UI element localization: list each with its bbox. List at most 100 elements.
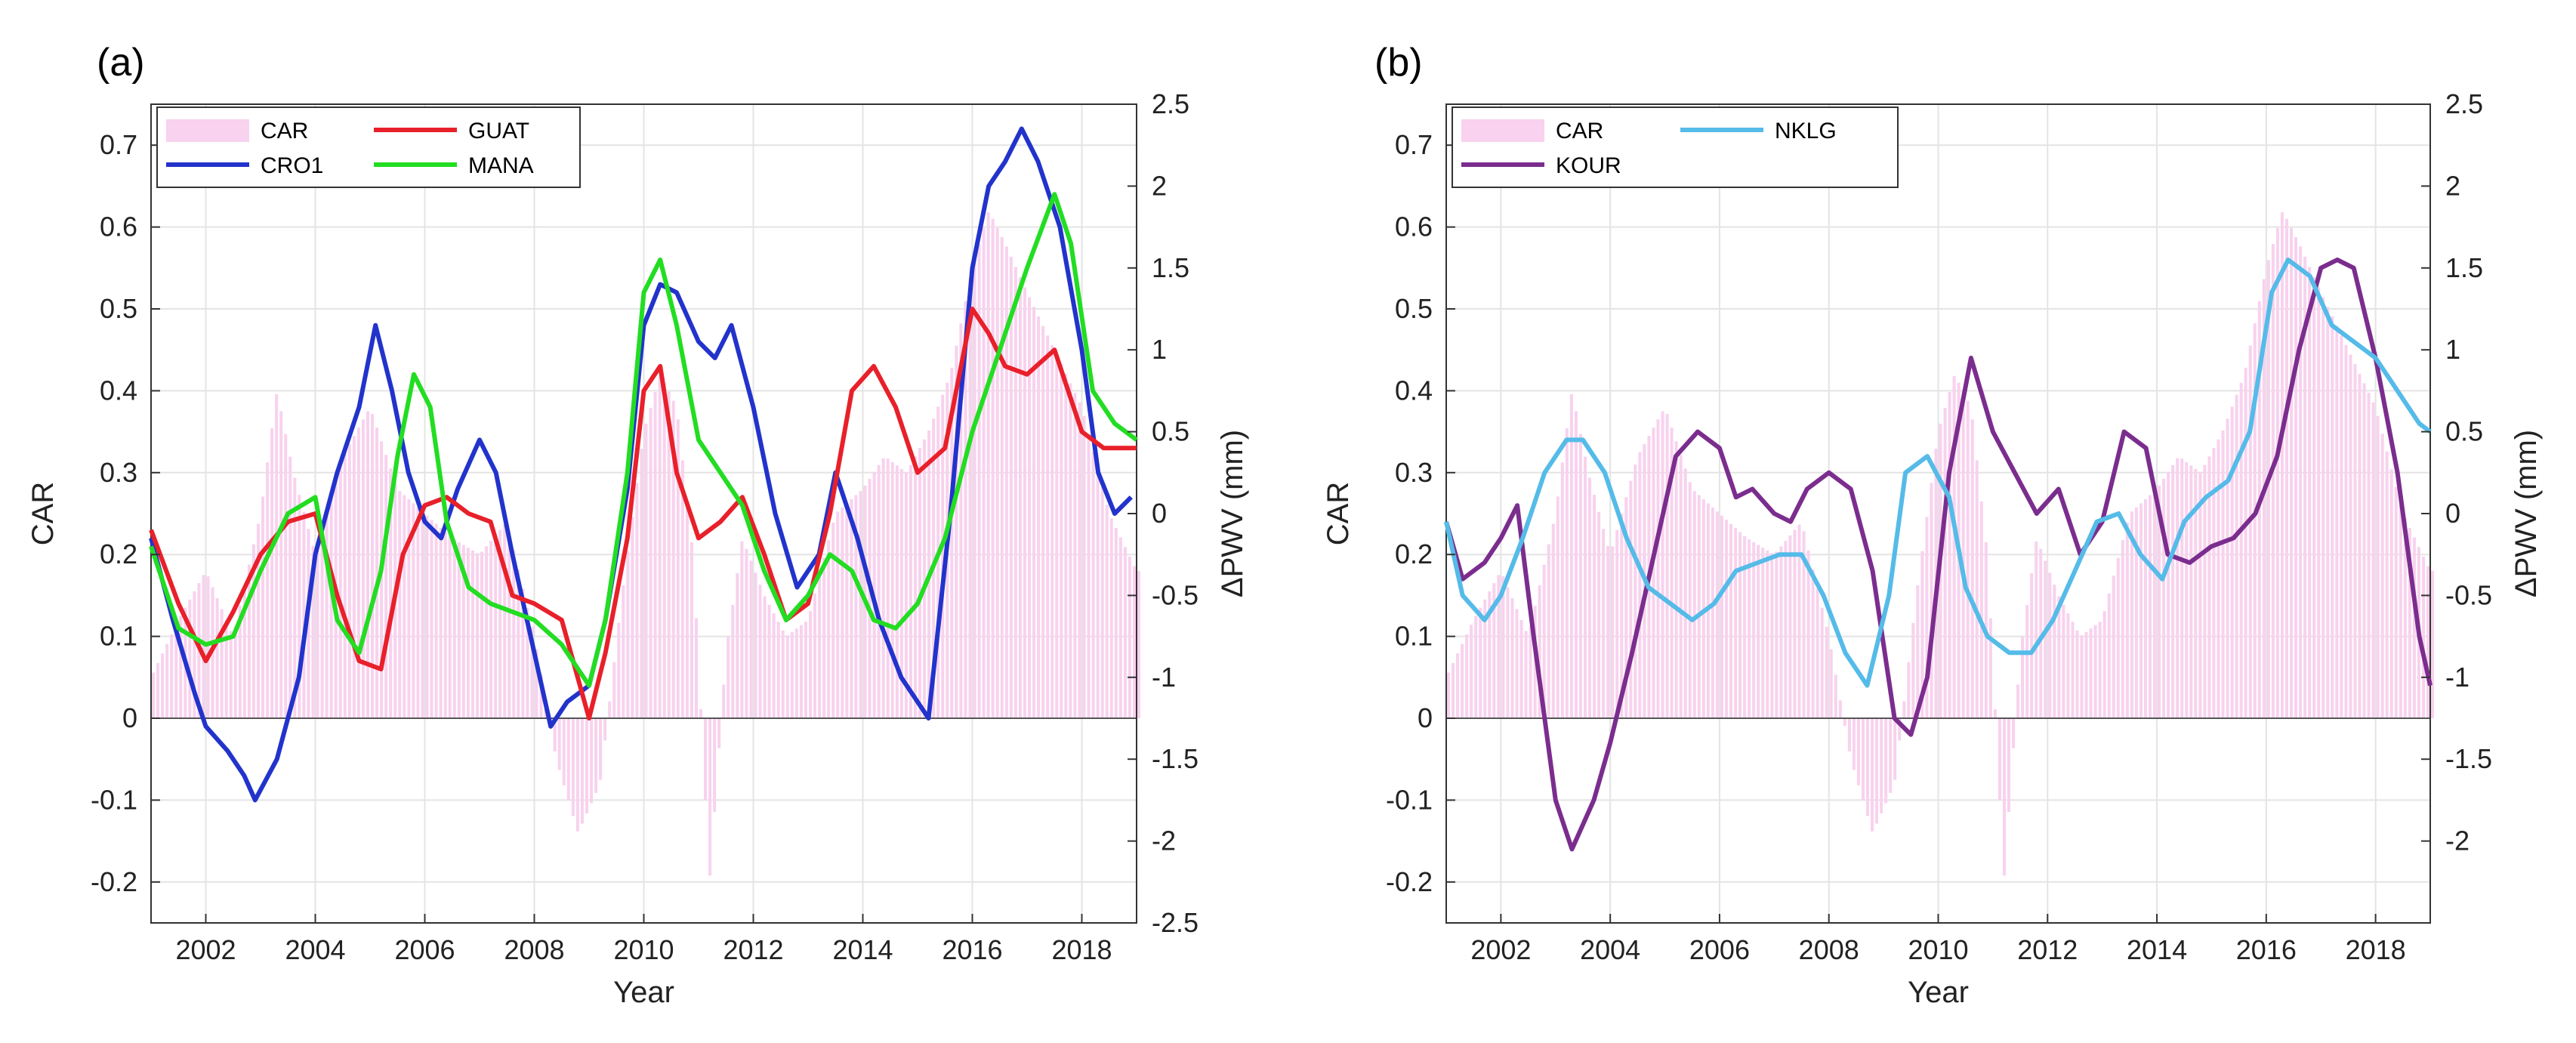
car-bar — [233, 626, 237, 718]
car-bar — [2121, 540, 2124, 718]
car-bar — [1661, 411, 1664, 718]
car-bar — [1738, 532, 1742, 718]
car-bar — [179, 616, 183, 718]
car-bar — [2340, 335, 2343, 718]
car-bar — [489, 541, 493, 718]
car-bar — [347, 443, 351, 718]
car-bar — [530, 626, 534, 718]
y2-tick-label: -0.5 — [2445, 579, 2492, 610]
car-bar — [740, 541, 744, 718]
car-bar — [1752, 542, 1756, 718]
car-bar — [384, 455, 388, 718]
y2-tick-label: -1.5 — [2445, 743, 2492, 774]
car-bar — [635, 483, 639, 718]
car-bar — [1811, 569, 1815, 718]
car-bar — [1784, 541, 1788, 718]
car-bar — [356, 427, 360, 718]
y2-tick-label: 0.5 — [1152, 416, 1189, 447]
car-bar — [1018, 276, 1022, 718]
car-bar — [1465, 634, 1469, 718]
car-bars — [152, 212, 1141, 876]
y-tick-label: 0.3 — [1395, 457, 1433, 488]
car-bar — [1524, 631, 1528, 718]
car-bar — [475, 553, 479, 718]
car-bar — [2102, 611, 2106, 718]
car-bar — [316, 546, 319, 718]
car-bar — [622, 585, 625, 718]
car-bar — [991, 218, 995, 718]
car-bar — [2308, 267, 2312, 718]
car-bar — [2399, 505, 2402, 718]
car-bar — [1861, 718, 1865, 801]
car-bar — [2030, 572, 2034, 718]
y-tick-label: 0 — [1418, 702, 1433, 733]
y2-axis-label: ΔPWV (mm) — [2510, 430, 2543, 597]
car-bar — [1515, 609, 1519, 718]
car-bar — [2412, 537, 2416, 718]
car-bar — [193, 591, 196, 718]
car-bar — [403, 495, 406, 718]
car-bar — [836, 511, 840, 718]
car-bar — [2075, 630, 2079, 718]
car-bar — [457, 542, 461, 718]
car-bar — [1542, 564, 1546, 718]
car-bar — [1470, 625, 1473, 718]
car-bar — [439, 527, 443, 718]
car-bar — [1729, 523, 1733, 718]
car-bar — [1670, 427, 1674, 718]
y-tick-label: -0.2 — [91, 866, 137, 897]
car-bar — [995, 227, 999, 718]
car-bar — [2021, 637, 2025, 718]
x-tick-label: 2004 — [285, 934, 345, 965]
car-bar — [2358, 373, 2362, 718]
car-bar — [749, 560, 753, 718]
car-bar — [256, 523, 260, 718]
car-bar — [2344, 344, 2348, 718]
car-bar — [909, 464, 912, 718]
car-bar — [375, 427, 379, 718]
car-bar — [854, 495, 858, 718]
car-bar — [1078, 402, 1081, 718]
car-bar — [2371, 402, 2375, 718]
car-bar — [653, 391, 657, 718]
car-bar — [2066, 613, 2070, 718]
car-bar — [2189, 465, 2193, 718]
car-bar — [1501, 576, 1505, 718]
car-bar — [767, 604, 771, 718]
car-bar — [850, 499, 853, 718]
car-bar — [1064, 373, 1068, 718]
y2-tick-label: 0 — [2445, 498, 2460, 529]
car-bar — [1046, 335, 1050, 718]
car-bar — [1871, 718, 1874, 832]
car-bar — [1492, 583, 1496, 718]
car-bar — [2107, 593, 2111, 718]
car-bar — [1998, 718, 2001, 801]
car-bar — [1583, 456, 1587, 718]
car-bar — [2071, 622, 2075, 718]
car-bar — [2002, 718, 2006, 876]
car-bar — [2217, 439, 2220, 718]
car-bar — [1123, 547, 1127, 718]
legend-swatch-car — [1461, 119, 1544, 142]
car-bar — [361, 419, 365, 718]
car-bar — [881, 458, 885, 718]
car-bar — [699, 708, 703, 718]
y-tick-label: -0.1 — [91, 784, 137, 815]
car-bar — [575, 718, 579, 832]
car-bar — [671, 400, 675, 718]
car-bar — [343, 452, 347, 718]
y2-tick-label: 1 — [2445, 334, 2460, 365]
car-bar — [704, 718, 708, 801]
car-bar — [1852, 718, 1856, 770]
car-bar — [165, 643, 169, 718]
panel-a: (a)2002 2004 2006 2008 2010 2012 2014 2016 2018-… — [26, 41, 1249, 1009]
car-bar — [2312, 276, 2316, 718]
x-tick-label: 2008 — [1799, 934, 1859, 965]
car-bar — [2089, 628, 2093, 718]
car-bar — [1073, 393, 1077, 718]
y-tick-label: 0.4 — [1395, 375, 1433, 406]
y2-tick-label: 1.5 — [2445, 252, 2483, 283]
x-tick-label: 2008 — [504, 934, 564, 965]
car-bar — [640, 449, 643, 718]
car-bar — [1916, 585, 1920, 718]
